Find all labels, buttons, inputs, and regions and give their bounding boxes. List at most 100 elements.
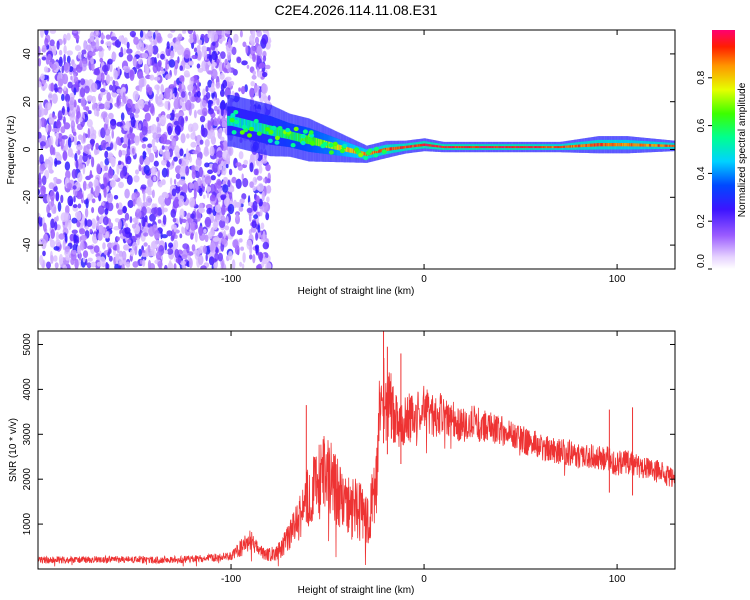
spectrogram-noise-cell xyxy=(179,75,185,82)
spectrogram-noise-cell xyxy=(75,159,79,169)
spectrogram-track-blob xyxy=(239,130,245,135)
spectrogram-track-core xyxy=(525,146,527,149)
spectrogram-noise-cell xyxy=(214,34,218,39)
spectrogram-noise-cell xyxy=(188,257,193,269)
snr-ytick-label: 5000 xyxy=(22,333,33,356)
spectrogram-noise-cell xyxy=(127,199,134,209)
spectrogram-noise-cell xyxy=(235,162,242,167)
spectrogram-noise-cell xyxy=(87,127,91,139)
spectrogram-track-core xyxy=(444,146,446,149)
spectrogram-noise-cell xyxy=(60,126,66,134)
spectrogram-noise-cell xyxy=(96,110,100,117)
spectrogram-noise-cell xyxy=(119,256,123,266)
spectrogram-noise-cell xyxy=(213,105,218,112)
spectrogram-noise-cell xyxy=(249,34,255,44)
spectrogram-noise-cell xyxy=(145,248,149,258)
spectrogram-noise-cell xyxy=(267,95,271,101)
spectrogram-noise-cell xyxy=(66,100,69,108)
spectrogram-track-core xyxy=(519,146,521,149)
spectrogram-noise-cell xyxy=(151,189,155,199)
spectrogram-track-core xyxy=(300,133,302,143)
spectrogram-track-core xyxy=(245,119,247,130)
spectrogram-track-core xyxy=(661,144,664,147)
spectrogram-noise-cell xyxy=(193,85,197,95)
spectrogram-noise-cell xyxy=(93,68,100,75)
spectrogram-track-core xyxy=(586,143,589,147)
spectrogram-noise-cell xyxy=(141,143,147,149)
spectrogram-noise-cell xyxy=(142,137,148,142)
spectrogram-track-core xyxy=(651,144,654,147)
spectrogram-noise-cell xyxy=(188,156,193,163)
spectrogram-track-blob xyxy=(268,130,274,135)
spectrogram-noise-cell xyxy=(182,243,189,250)
spectrogram-noise-cell xyxy=(161,234,168,239)
spectrogram-noise-cell xyxy=(208,100,212,111)
spectrogram-track-core xyxy=(558,146,560,149)
spectrogram-noise-cell xyxy=(212,162,219,174)
spectrogram-noise-cell xyxy=(180,133,186,144)
spectrogram-noise-cell xyxy=(246,207,253,213)
spectrogram-noise-cell xyxy=(51,113,55,118)
spectrogram-panel: -100 0 100 -40 -20 0 20 40 Height of straight l… xyxy=(6,29,676,297)
colorbar-gradient xyxy=(712,30,735,269)
spectrogram-noise-cell xyxy=(48,182,55,190)
spectrogram-noise-cell xyxy=(95,39,100,50)
spectrogram-noise-cell xyxy=(207,169,214,175)
spectrogram-noise-cell xyxy=(252,70,256,76)
spectrogram-track-core xyxy=(450,146,452,149)
spectrogram-noise-cell xyxy=(215,178,222,189)
spectrogram-noise-cell xyxy=(166,248,174,255)
spectrogram-noise-cell xyxy=(130,116,136,128)
spectrogram-track-blob xyxy=(290,143,296,148)
spectrogram-noise-cell xyxy=(142,150,147,160)
spectrogram-noise-cell xyxy=(251,220,257,229)
spectrogram-noise-cell xyxy=(222,62,225,72)
spectrogram-noise-cell xyxy=(171,109,175,121)
spectrogram-track-blob xyxy=(363,155,369,161)
spectrogram-noise-cell xyxy=(186,148,189,158)
spectrogram-noise-cell xyxy=(185,165,190,176)
spectrogram-noise-cell xyxy=(194,224,198,230)
spectrogram-noise-cell xyxy=(262,71,268,78)
spectrogram-noise-cell xyxy=(66,182,73,189)
spectrogram-track-core xyxy=(428,144,431,147)
spectrogram-track-core xyxy=(475,146,478,149)
spectrogram-noise-cell xyxy=(157,169,160,180)
spectrogram-track-blob xyxy=(309,140,315,146)
spectrogram-track-core xyxy=(668,144,670,147)
spectrogram-noise-cell xyxy=(74,81,79,90)
spectrogram-track-core xyxy=(593,143,596,147)
spectrogram-noise-cell xyxy=(173,196,180,208)
spectrogram-track-core xyxy=(470,146,472,149)
spectrogram-noise-cell xyxy=(57,110,63,121)
spectrogram-xtick-label: -100 xyxy=(221,274,241,285)
spectrogram-noise-cell xyxy=(256,71,263,78)
spectrogram-noise-cell xyxy=(100,72,105,82)
spectrogram-track-core xyxy=(565,145,568,148)
spectrogram-noise-cell xyxy=(89,228,93,233)
spectrogram-noise-cell xyxy=(87,257,93,262)
spectrogram-noise-cell xyxy=(256,159,263,167)
spectrogram-noise-cell xyxy=(87,110,92,115)
spectrogram-noise-cell xyxy=(120,112,125,121)
spectrogram-noise-cell xyxy=(262,201,267,207)
spectrogram-track-core xyxy=(364,152,366,156)
spectrogram-noise-cell xyxy=(85,258,88,266)
spectrogram-track-core xyxy=(400,146,402,149)
spectrogram-noise-cell xyxy=(124,227,131,235)
spectrogram-noise-cell xyxy=(66,55,71,64)
spectrogram-noise-cell xyxy=(132,261,139,268)
spectrogram-track-core xyxy=(395,146,398,150)
spectrogram-noise-cell xyxy=(179,260,186,266)
spectrogram-noise-cell xyxy=(179,208,185,219)
spectrogram-noise-cell xyxy=(209,129,216,140)
spectrogram-noise-cell xyxy=(197,254,204,266)
spectrogram-track-core xyxy=(511,146,513,149)
spectrogram-track-core xyxy=(666,144,669,147)
spectrogram-track-core xyxy=(255,121,258,132)
spectrogram-track-core xyxy=(262,123,265,134)
spectrogram-track-core xyxy=(360,151,363,155)
spectrogram-noise-cell xyxy=(152,132,159,140)
spectrogram-noise-cell xyxy=(113,245,118,251)
spectrogram-noise-cell xyxy=(116,121,123,127)
